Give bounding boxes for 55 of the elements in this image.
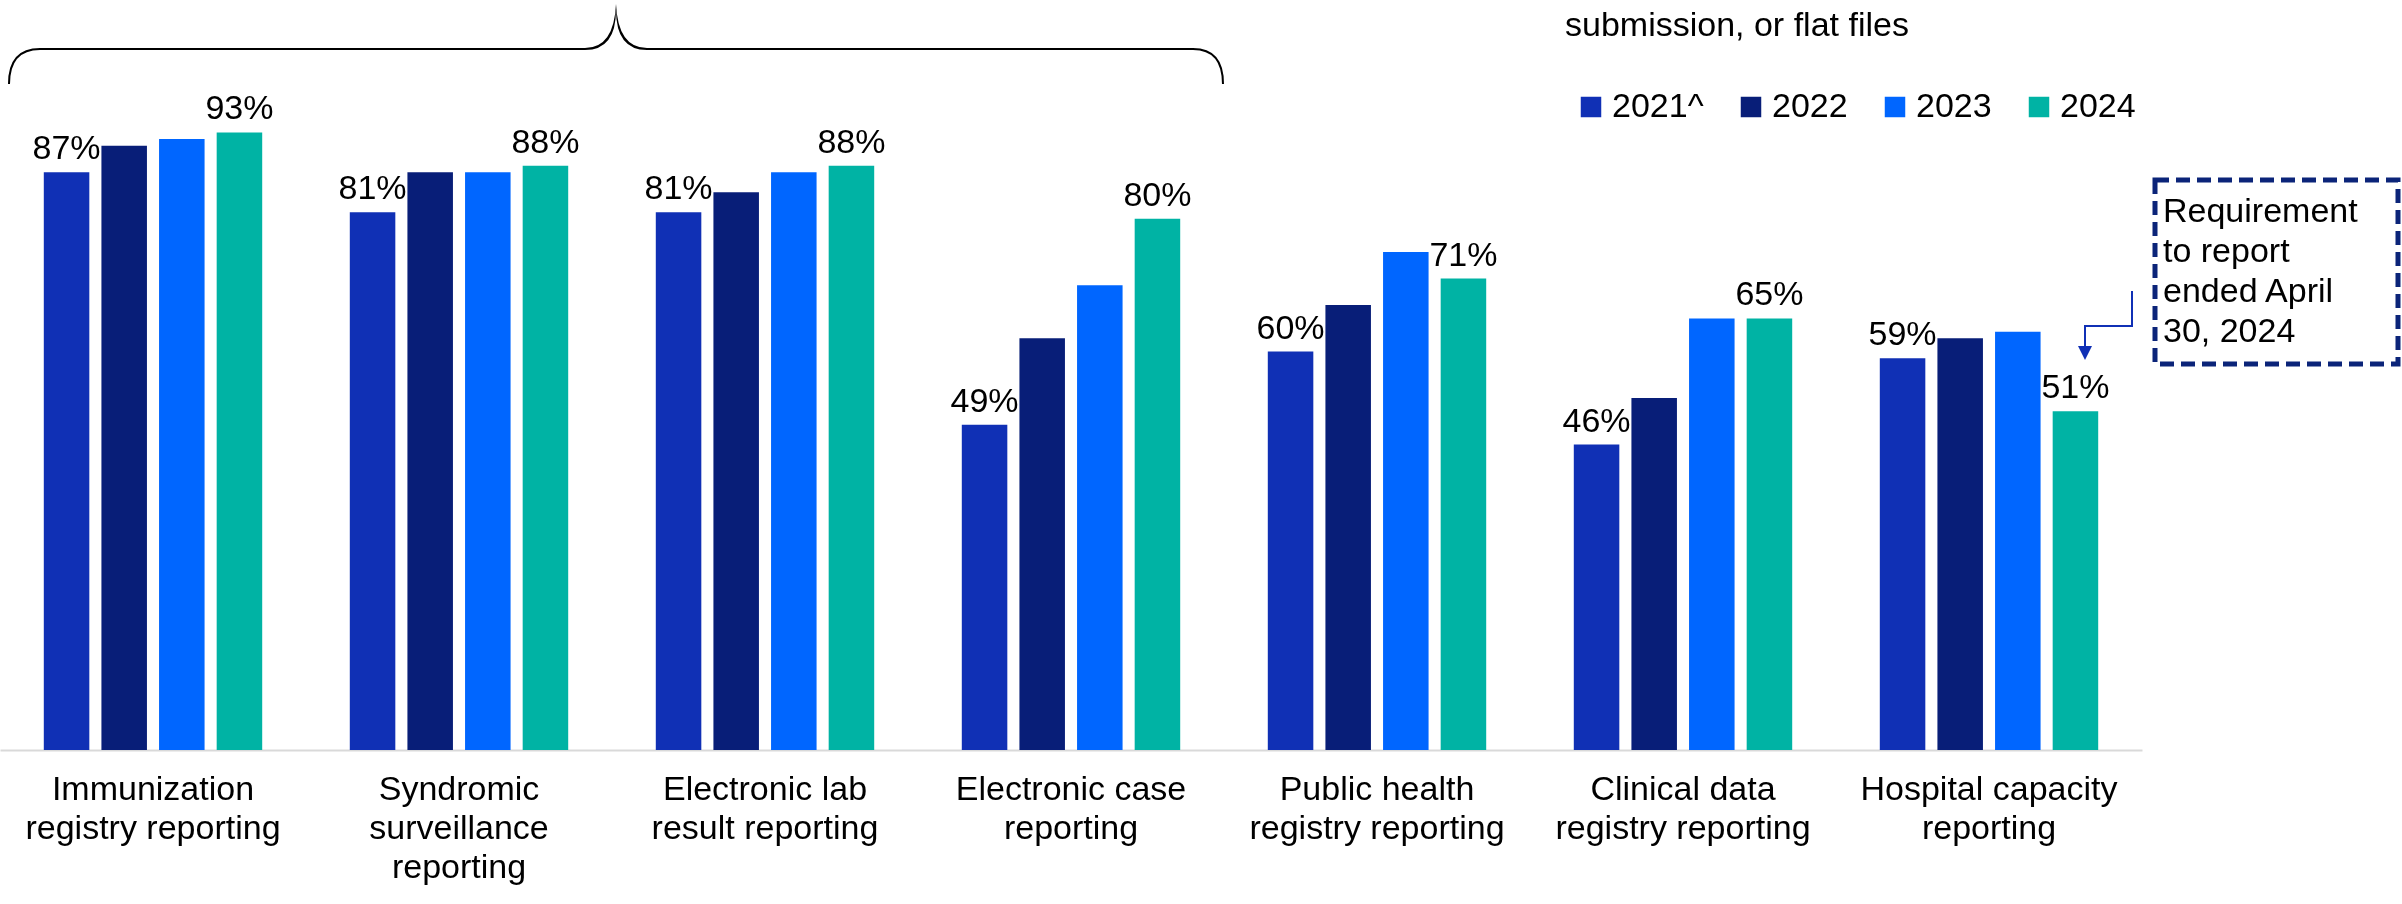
- bar: [1689, 318, 1735, 750]
- bar: [43, 172, 90, 750]
- data-label: 88%: [511, 121, 580, 160]
- data-label: 80%: [1123, 174, 1192, 213]
- bar: [522, 165, 569, 750]
- legend-label: 2022: [1772, 86, 1848, 124]
- x-tick-label: Hospital capacity reporting: [1860, 768, 2118, 846]
- x-tick-label: Public health registry reporting: [1249, 768, 1505, 846]
- data-label: 65%: [1735, 274, 1804, 313]
- data-label: 88%: [817, 121, 886, 160]
- bar: [1995, 331, 2041, 750]
- x-tick-label: Clinical data registry reporting: [1555, 768, 1811, 846]
- x-tick-label: Electronic case reporting: [955, 768, 1187, 846]
- data-label: 46%: [1562, 400, 1631, 439]
- bar: [771, 172, 817, 750]
- bar: [1937, 338, 1983, 750]
- data-label: 71%: [1429, 234, 1498, 273]
- data-label: 93%: [205, 88, 274, 127]
- data-label: 87%: [32, 128, 101, 167]
- data-label: 51%: [2041, 367, 2110, 406]
- bar: [101, 145, 147, 750]
- bar: [1383, 252, 1429, 750]
- data-label: 81%: [338, 168, 407, 207]
- x-tick-label: Syndromic surveillance reporting: [369, 768, 549, 885]
- bar: [655, 212, 702, 750]
- bar: [1573, 444, 1620, 750]
- text: submission, or flat files: [1565, 5, 1909, 43]
- bar: [1267, 351, 1314, 750]
- bar: [1325, 305, 1371, 750]
- bar: [349, 212, 396, 750]
- bar: [713, 192, 759, 750]
- x-tick-label: Immunization registry reporting: [25, 768, 281, 846]
- bar: [828, 165, 875, 750]
- bar: [1019, 338, 1065, 750]
- bar: [1134, 218, 1181, 750]
- data-label: 60%: [1256, 307, 1325, 346]
- data-label: 81%: [644, 168, 713, 207]
- x-tick-label: Electronic lab result reporting: [651, 768, 879, 846]
- bar: [2052, 411, 2099, 750]
- legend-label: 2024: [2060, 86, 2136, 124]
- bar: [465, 172, 511, 750]
- legend-label: 2021^: [1612, 86, 1704, 124]
- bar: [1746, 318, 1793, 750]
- bar: [1440, 278, 1487, 750]
- bar: [1077, 285, 1123, 750]
- bar: [1879, 358, 1926, 750]
- bar: [961, 424, 1008, 750]
- bar: [1631, 398, 1677, 750]
- bar: [407, 172, 453, 750]
- data-label: 49%: [950, 380, 1019, 419]
- data-label: 59%: [1868, 314, 1937, 353]
- bar: [159, 139, 205, 750]
- legend-label: 2023: [1916, 86, 1992, 124]
- text: Requirement to report ended April 30, 2024: [2163, 191, 2359, 349]
- bar: [216, 132, 263, 750]
